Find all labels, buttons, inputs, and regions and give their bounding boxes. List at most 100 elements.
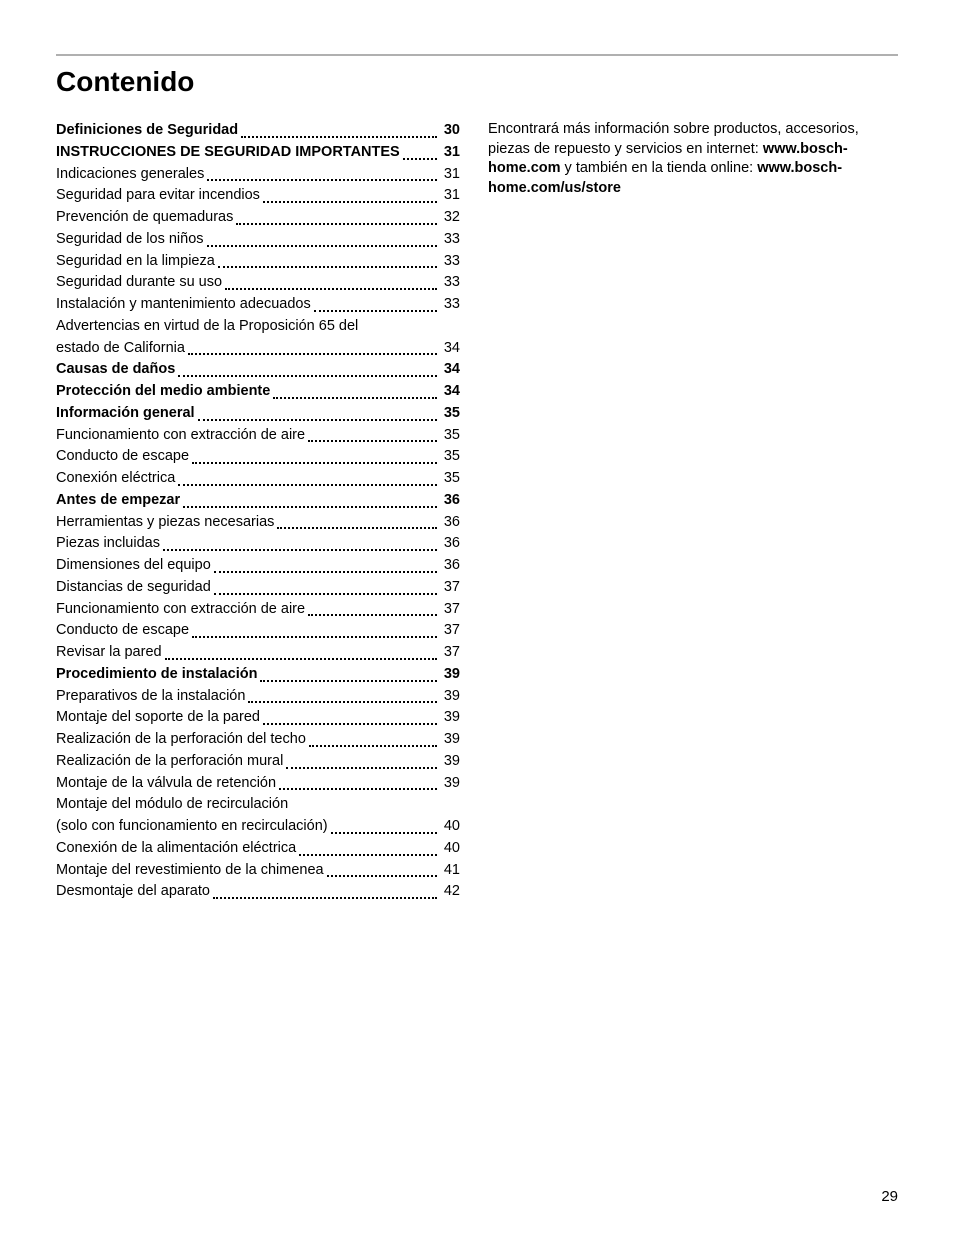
toc-entry: Montaje del revestimiento de la chimenea… <box>56 860 460 882</box>
toc-page: 33 <box>440 294 460 316</box>
toc-page: 35 <box>440 425 460 447</box>
toc-leader-dots <box>178 375 437 377</box>
toc-page: 37 <box>440 599 460 621</box>
toc-leader-dots <box>236 223 437 225</box>
toc-entry: Piezas incluidas 36 <box>56 533 460 555</box>
toc-leader-dots <box>188 353 437 355</box>
toc-leader-dots <box>241 136 437 138</box>
toc-label: Protección del medio ambiente <box>56 381 270 403</box>
two-column-layout: Definiciones de Seguridad 30INSTRUCCIONE… <box>56 120 898 903</box>
toc-leader-dots <box>314 310 437 312</box>
toc-page: 34 <box>440 381 460 403</box>
toc-page: 31 <box>440 142 460 164</box>
toc-leader-dots <box>198 419 437 421</box>
toc-leader-dots <box>309 745 437 747</box>
toc-entry: Protección del medio ambiente 34 <box>56 381 460 403</box>
toc-leader-dots <box>213 897 437 899</box>
toc-leader-dots <box>331 832 437 834</box>
toc-page: 33 <box>440 251 460 273</box>
toc-entry: Distancias de seguridad 37 <box>56 577 460 599</box>
toc-entry: Instalación y mantenimiento adecuados 33 <box>56 294 460 316</box>
toc-label: Conexión eléctrica <box>56 468 175 490</box>
toc-label: Montaje del soporte de la pared <box>56 707 260 729</box>
toc-entry: Información general 35 <box>56 403 460 425</box>
toc-leader-dots <box>214 571 437 573</box>
toc-page: 31 <box>440 164 460 186</box>
toc-label: Definiciones de Seguridad <box>56 120 238 142</box>
toc-page: 30 <box>440 120 460 142</box>
toc-leader-dots <box>308 614 437 616</box>
toc-label: Procedimiento de instalación <box>56 664 257 686</box>
toc-leader-dots <box>277 527 437 529</box>
toc-label: Conducto de escape <box>56 620 189 642</box>
toc-page: 35 <box>440 468 460 490</box>
toc-entry: Desmontaje del aparato 42 <box>56 881 460 903</box>
toc-label: Montaje del módulo de recirculación <box>56 794 460 816</box>
toc-leader-dots <box>263 201 437 203</box>
toc-leader-dots <box>218 266 437 268</box>
toc-leader-dots <box>248 701 437 703</box>
toc-leader-dots <box>207 179 437 181</box>
toc-label: Herramientas y piezas necesarias <box>56 512 274 534</box>
toc-entry: Advertencias en virtud de la Proposición… <box>56 316 460 360</box>
toc-page: 39 <box>440 729 460 751</box>
toc-entry: Conexión eléctrica 35 <box>56 468 460 490</box>
toc-leader-dots <box>207 245 437 247</box>
toc-entry: Prevención de quemaduras 32 <box>56 207 460 229</box>
toc-label: Preparativos de la instalación <box>56 686 245 708</box>
toc-label: Indicaciones generales <box>56 164 204 186</box>
toc-leader-dots <box>163 549 437 551</box>
toc-page: 34 <box>440 359 460 381</box>
toc-label: Conducto de escape <box>56 446 189 468</box>
toc-label: Realización de la perforación mural <box>56 751 283 773</box>
toc-page: 39 <box>440 707 460 729</box>
toc-page: 35 <box>440 446 460 468</box>
toc-entry: INSTRUCCIONES DE SEGURIDAD IMPORTANTES31 <box>56 142 460 164</box>
toc-entry: Conducto de escape 35 <box>56 446 460 468</box>
toc-entry: Seguridad durante su uso 33 <box>56 272 460 294</box>
toc-entry: Funcionamiento con extracción de aire 37 <box>56 599 460 621</box>
toc-leader-dots <box>279 788 437 790</box>
toc-entry: Realización de la perforación mural 39 <box>56 751 460 773</box>
toc-entry: Montaje del módulo de recirculación(solo… <box>56 794 460 838</box>
toc-entry: Herramientas y piezas necesarias 36 <box>56 512 460 534</box>
toc-page: 40 <box>440 838 460 860</box>
toc-leader-dots <box>299 854 437 856</box>
toc-page: 37 <box>440 577 460 599</box>
toc-entry: Antes de empezar 36 <box>56 490 460 512</box>
toc-leader-dots <box>403 158 437 160</box>
toc-entry-line: (solo con funcionamiento en recirculació… <box>56 816 460 838</box>
toc-label: Funcionamiento con extracción de aire <box>56 425 305 447</box>
toc-label: Funcionamiento con extracción de aire <box>56 599 305 621</box>
info-paragraph: Encontrará más información sobre product… <box>488 120 898 198</box>
toc-label: (solo con funcionamiento en recirculació… <box>56 816 328 838</box>
page-number: 29 <box>881 1188 898 1205</box>
toc-label: Montaje de la válvula de retención <box>56 773 276 795</box>
toc-label: Seguridad para evitar incendios <box>56 185 260 207</box>
toc-label: Realización de la perforación del techo <box>56 729 306 751</box>
top-rule <box>56 54 898 56</box>
toc-page: 41 <box>440 860 460 882</box>
toc-label: Desmontaje del aparato <box>56 881 210 903</box>
toc-entry: Funcionamiento con extracción de aire 35 <box>56 425 460 447</box>
toc-page: 33 <box>440 272 460 294</box>
toc-leader-dots <box>165 658 437 660</box>
toc-label: Instalación y mantenimiento adecuados <box>56 294 311 316</box>
toc-page: 39 <box>440 664 460 686</box>
toc-leader-dots <box>263 723 437 725</box>
toc-leader-dots <box>192 462 437 464</box>
toc-label: Seguridad de los niños <box>56 229 204 251</box>
toc-entry: Conexión de la alimentación eléctrica 40 <box>56 838 460 860</box>
toc-column: Definiciones de Seguridad 30INSTRUCCIONE… <box>56 120 460 903</box>
toc-page: 37 <box>440 642 460 664</box>
toc-leader-dots <box>178 484 437 486</box>
toc-leader-dots <box>286 767 437 769</box>
toc-leader-dots <box>214 593 437 595</box>
toc-entry: Seguridad de los niños 33 <box>56 229 460 251</box>
toc-leader-dots <box>273 397 437 399</box>
toc-page: 39 <box>440 686 460 708</box>
toc-page: 39 <box>440 773 460 795</box>
toc-page: 35 <box>440 403 460 425</box>
toc-entry: Preparativos de la instalación 39 <box>56 686 460 708</box>
toc-entry: Conducto de escape 37 <box>56 620 460 642</box>
